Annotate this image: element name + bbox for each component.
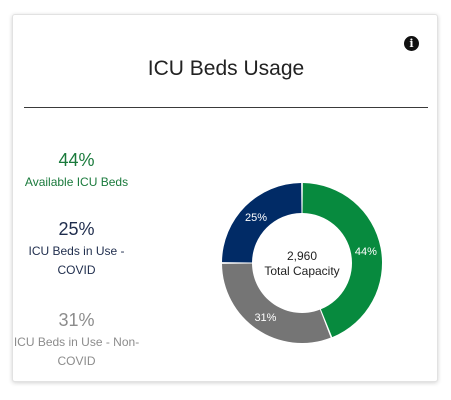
icu-beds-card: i ICU Beds Usage 44% Available ICU Beds … <box>12 14 438 382</box>
info-icon[interactable]: i <box>404 36 419 51</box>
slice-label-2: 25% <box>245 212 267 224</box>
donut-chart: 44% 31% 25% 2,960 Total Capacity <box>222 183 382 343</box>
stat-percent: 31% <box>58 310 95 330</box>
stat-percent: 44% <box>58 150 95 170</box>
stat-label: ICU Beds in Use - Non-COVID <box>13 335 140 368</box>
donut-slice-2[interactable] <box>222 183 302 263</box>
slice-label-0: 44% <box>355 246 377 258</box>
stat-label: ICU Beds in Use - COVID <box>28 244 125 277</box>
donut-slice-0[interactable] <box>302 183 382 338</box>
center-value: 2,960 <box>287 249 317 263</box>
stat-percent: 25% <box>58 219 95 239</box>
stat-available: 44% Available ICU Beds <box>13 149 140 192</box>
donut-slice-1[interactable] <box>222 263 331 343</box>
stat-covid: 25% ICU Beds in Use - COVID <box>13 218 140 280</box>
card-title: ICU Beds Usage <box>147 57 305 80</box>
stat-label: Available ICU Beds <box>24 175 129 189</box>
slice-label-1: 31% <box>254 312 276 324</box>
title-divider <box>24 107 428 108</box>
center-label: Total Capacity <box>264 264 339 278</box>
stat-non-covid: 31% ICU Beds in Use - Non-COVID <box>13 309 140 371</box>
